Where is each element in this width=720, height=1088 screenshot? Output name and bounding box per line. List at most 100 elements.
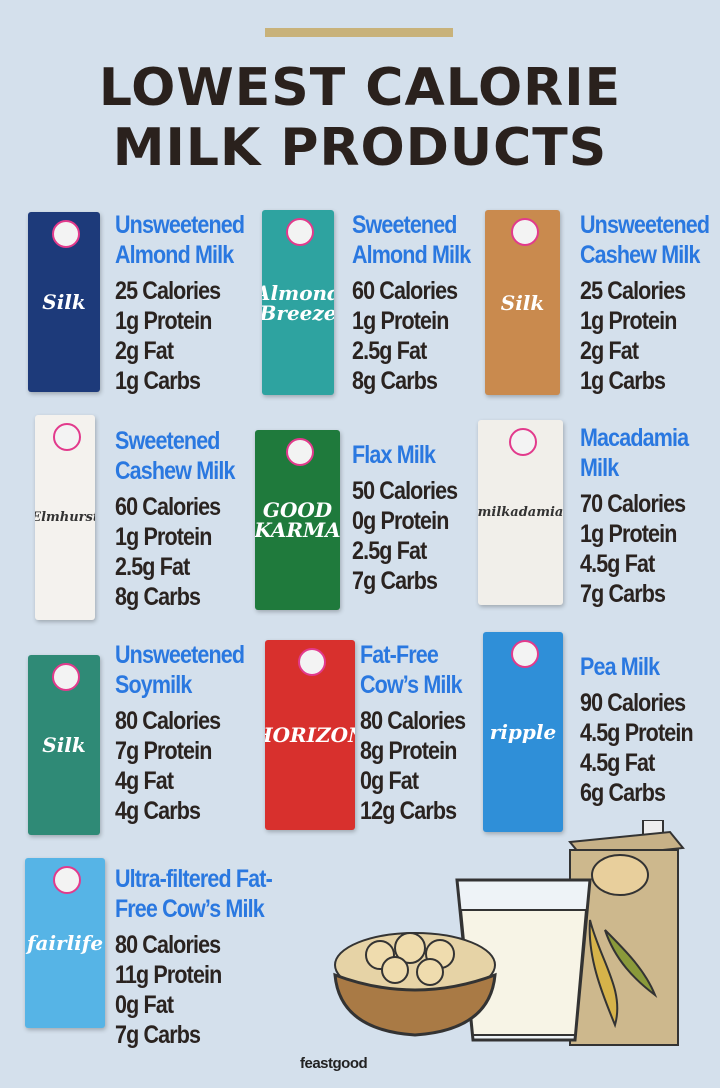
nutrition-stat: 1g Protein: [580, 307, 677, 335]
nutrition-stat: 1g Protein: [115, 523, 212, 551]
pack-logo: fairlife: [26, 931, 104, 955]
product-name-line: Cashew Milk: [580, 241, 700, 269]
nutrition-stat: 8g Protein: [360, 737, 457, 765]
product-name-line: Soymilk: [115, 671, 192, 699]
accent-bar: [265, 28, 453, 37]
nutrition-stat: 1g Carbs: [580, 367, 666, 395]
product-name-line: Unsweetened: [115, 641, 245, 669]
pack-logo: Silk: [42, 733, 86, 757]
product-name-line: Almond Milk: [115, 241, 234, 269]
nutrition-stat: 90 Calories: [580, 689, 686, 717]
product-name-line: Cow’s Milk: [360, 671, 463, 699]
nutrition-stat: 80 Calories: [115, 931, 221, 959]
nutrition-stat: 7g Carbs: [580, 580, 666, 608]
product-name: Sweetened Almond Milk: [352, 210, 471, 270]
pack-logo: GOOD KARMA: [255, 498, 340, 542]
product-name-line: Free Cow’s Milk: [115, 895, 265, 923]
nutrition-stat: 50 Calories: [352, 477, 458, 505]
product-name-line: Pea Milk: [580, 653, 660, 681]
carton-cap-icon: [510, 218, 539, 246]
carton-cap-icon: [298, 648, 326, 676]
product-name-line: Ultra-filtered Fat-: [115, 865, 273, 893]
nut-bowl-illustration: [333, 932, 497, 1037]
nutrition-stat: 7g Protein: [115, 737, 212, 765]
product-info: Unsweetened Cashew Milk 25 Calories 1g Prot…: [580, 210, 720, 396]
nutrition-stat: 2.5g Fat: [352, 337, 427, 365]
carton-cap-icon: [286, 218, 314, 246]
brand-logo: feastgood: [300, 1055, 368, 1072]
product-package-image: ripple: [483, 632, 563, 832]
product-package-image: fairlife: [25, 858, 105, 1028]
product-name: Fat-Free Cow’s Milk: [360, 640, 465, 700]
nutrition-stat: 8g Carbs: [352, 367, 438, 395]
product-name-line: Cashew Milk: [115, 457, 235, 485]
nutrition-stat: 4g Fat: [115, 767, 174, 795]
product-info: Fat-Free Cow’s Milk 80 Calories 8g Protein 0…: [360, 640, 482, 826]
nutrition-stat: 80 Calories: [360, 707, 466, 735]
nutrition-stat: 0g Protein: [352, 507, 449, 535]
product-name: Flax Milk: [352, 440, 457, 470]
nutrition-stat: 4.5g Fat: [580, 550, 655, 578]
nutrition-stat: 70 Calories: [580, 490, 686, 518]
milk-illustration: [333, 820, 685, 1046]
nutrition-stat: 4.5g Protein: [580, 719, 694, 747]
product-name: Ultra-filtered Fat- Free Cow’s Milk: [115, 864, 273, 924]
carton-cap-icon: [508, 428, 537, 456]
product-package-image: Silk: [485, 210, 560, 395]
product-name-line: Fat-Free: [360, 641, 439, 669]
nutrition-stat: 25 Calories: [580, 277, 686, 305]
product-info: Pea Milk 90 Calories 4.5g Protein 4.5g Fat 6…: [580, 652, 711, 808]
product-name: Sweetened Cashew Milk: [115, 426, 235, 486]
nutrition-stat: 0g Fat: [115, 991, 174, 1019]
product-name: Unsweetened Cashew Milk: [580, 210, 710, 270]
nutrition-stat: 2g Fat: [115, 337, 174, 365]
pack-logo: milkadamia: [478, 504, 563, 520]
pack-logo: Silk: [500, 290, 545, 315]
glass-illustration: [455, 878, 592, 1042]
product-info: Sweetened Cashew Milk 60 Calories 1g Protei…: [115, 426, 254, 612]
product-name-line: Macadamia: [580, 424, 689, 452]
product-package-image: HORIZON: [265, 640, 355, 830]
pack-logo: Silk: [42, 290, 86, 314]
carton-cap-icon: [53, 866, 81, 894]
nutrition-stat: 7g Carbs: [115, 1021, 201, 1049]
nutrition-stat: 2.5g Fat: [352, 537, 427, 565]
product-name-line: Almond Milk: [352, 241, 471, 269]
product-name-line: Unsweetened: [115, 211, 245, 239]
nutrition-stat: 6g Carbs: [580, 779, 666, 807]
nutrition-stat: 1g Protein: [580, 520, 677, 548]
pack-logo: Almond Breeze: [262, 280, 334, 325]
product-package-image: milkadamia: [478, 420, 563, 605]
carton-illustration: [568, 820, 685, 1046]
product-info: Unsweetened Soymilk 80 Calories 7g Protein 4…: [115, 640, 265, 826]
product-name-line: Sweetened: [352, 211, 457, 239]
title-line: LOWEST CALORIE: [98, 58, 622, 118]
nutrition-stat: 1g Protein: [115, 307, 212, 335]
nutrition-stat: 7g Carbs: [352, 567, 438, 595]
nutrition-stat: 0g Fat: [360, 767, 419, 795]
carton-cap-icon: [285, 438, 314, 466]
nutrition-stat: 4g Carbs: [115, 797, 201, 825]
pack-logo: Elmhurst: [35, 509, 95, 525]
nutrition-stat: 1g Protein: [352, 307, 449, 335]
nutrition-stat: 8g Carbs: [115, 583, 201, 611]
product-name: Pea Milk: [580, 652, 693, 682]
product-package-image: Silk: [28, 212, 100, 392]
carton-cap-icon: [511, 640, 539, 668]
product-name: Unsweetened Soymilk: [115, 640, 245, 700]
nutrition-stat: 60 Calories: [352, 277, 458, 305]
product-info: Unsweetened Almond Milk 25 Calories 1g Prot…: [115, 210, 265, 396]
product-name-line: Milk: [580, 454, 619, 482]
page-title: LOWEST CALORIE MILK PRODUCTS: [0, 58, 720, 178]
nutrition-stat: 60 Calories: [115, 493, 221, 521]
nutrition-stat: 1g Carbs: [115, 367, 201, 395]
nutrition-stat: 25 Calories: [115, 277, 221, 305]
product-name: Macadamia Milk: [580, 423, 689, 483]
product-package-image: Elmhurst: [35, 415, 95, 620]
carton-cap-icon: [52, 220, 80, 248]
product-info: Sweetened Almond Milk 60 Calories 1g Protei…: [352, 210, 490, 396]
nutrition-stat: 12g Carbs: [360, 797, 457, 825]
nutrition-stat: 4.5g Fat: [580, 749, 655, 777]
nutrition-stat: 80 Calories: [115, 707, 221, 735]
product-package-image: Almond Breeze: [262, 210, 334, 395]
